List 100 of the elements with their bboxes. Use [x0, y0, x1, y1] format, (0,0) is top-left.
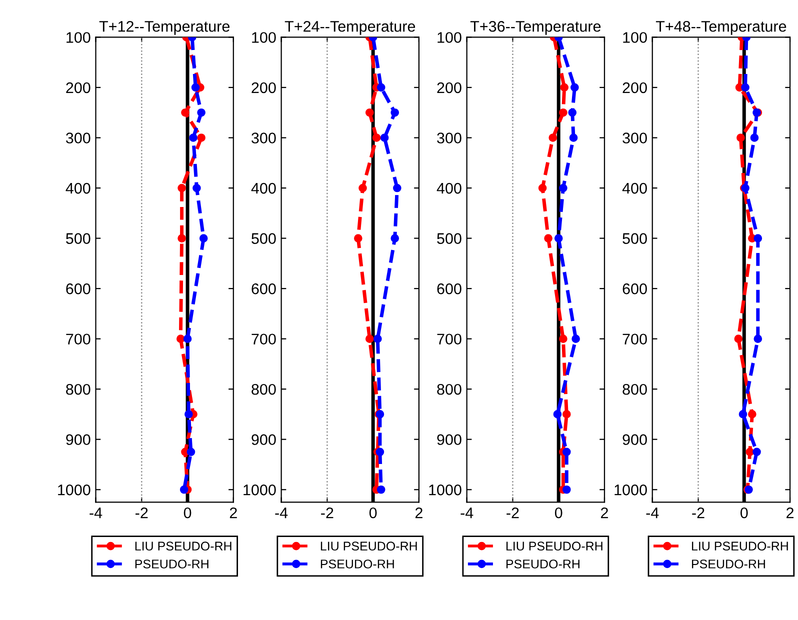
point	[197, 108, 206, 117]
x-tick-label: -2	[692, 507, 704, 518]
y-tick-label: 600	[437, 283, 462, 294]
point	[559, 334, 568, 343]
chart-title: T+48--Temperature	[656, 20, 786, 35]
y-tick-label: 100	[252, 32, 276, 43]
y-tick-label: 100	[438, 32, 462, 43]
legend-label: LIU PSEUDO-RH	[692, 542, 788, 551]
legend-label: LIU PSEUDO-RH	[135, 542, 232, 551]
y-tick-label: 1000	[429, 484, 462, 496]
y-tick-label: 900	[252, 434, 276, 446]
point	[736, 134, 745, 142]
point	[176, 334, 185, 343]
point	[559, 184, 568, 192]
y-tick-label: 900	[66, 434, 90, 446]
y-tick-label: 500	[437, 233, 462, 244]
point	[562, 410, 571, 418]
point	[553, 410, 562, 418]
point	[184, 410, 193, 418]
point	[559, 108, 568, 117]
point	[560, 83, 569, 92]
legend-label: LIU PSEUDO-RH	[506, 542, 602, 551]
y-tick-label: 500	[622, 233, 647, 244]
y-tick-label: 400	[436, 182, 462, 194]
x-tick-label: 2	[230, 507, 237, 518]
y-tick-label: 200	[66, 82, 90, 94]
point	[738, 410, 748, 418]
point	[554, 234, 563, 242]
point	[748, 410, 756, 418]
point	[538, 184, 547, 192]
point	[562, 485, 571, 494]
y-tick-label: 700	[252, 334, 276, 345]
x-tick-label: -4	[646, 508, 659, 518]
y-tick-label: 200	[437, 82, 462, 94]
y-tick-label: 300	[622, 132, 647, 144]
legend-label: LIU PSEUDO-RH	[320, 542, 417, 551]
y-tick-label: 400	[622, 182, 647, 194]
point	[741, 83, 750, 92]
point	[544, 234, 552, 242]
point	[199, 234, 208, 242]
x-tick-label: -2	[506, 507, 519, 518]
y-tick-label: 400	[251, 182, 276, 194]
y-tick-label: 1000	[614, 484, 647, 496]
y-tick-label: 100	[623, 32, 647, 43]
y-tick-label: 1000	[244, 484, 276, 496]
y-tick-label: 400	[66, 182, 90, 194]
point	[750, 134, 759, 142]
point	[192, 184, 201, 192]
y-tick-label: 300	[437, 132, 462, 144]
y-tick-label: 600	[66, 283, 90, 294]
x-tick-label: -4	[90, 508, 102, 518]
point	[373, 334, 382, 343]
point	[390, 234, 400, 242]
legend-label: PSEUDO-RH	[135, 560, 208, 568]
point	[181, 108, 190, 117]
x-tick-label: 2	[415, 507, 422, 518]
y-tick-label: 1000	[58, 484, 90, 496]
point	[376, 83, 386, 92]
point	[372, 134, 381, 142]
point	[752, 448, 761, 456]
x-tick-label: -4	[275, 508, 288, 518]
point	[569, 134, 578, 142]
legend-label: PSEUDO-RH	[506, 560, 580, 568]
point	[570, 83, 579, 92]
y-tick-label: 700	[622, 334, 647, 345]
y-tick-label: 200	[252, 82, 276, 94]
point	[189, 134, 198, 142]
x-tick-label: 0	[554, 507, 562, 518]
point	[191, 83, 200, 92]
point	[376, 485, 386, 494]
y-tick-label: 300	[66, 132, 90, 144]
chart-title: T+12--Temperature	[99, 20, 230, 35]
point	[197, 134, 206, 142]
x-tick-label: -2	[321, 507, 334, 518]
point	[392, 184, 402, 192]
x-tick-label: -2	[136, 507, 148, 518]
y-tick-label: 200	[622, 82, 647, 94]
point	[186, 448, 196, 456]
y-tick-label: 700	[66, 334, 90, 345]
chart-title: T+36--Temperature	[470, 20, 601, 35]
y-tick-label: 800	[66, 384, 90, 395]
point	[754, 234, 762, 242]
point	[390, 108, 400, 117]
y-tick-label: 500	[252, 233, 276, 244]
y-tick-label: 600	[622, 283, 647, 294]
point	[180, 485, 188, 494]
y-tick-label: 700	[437, 334, 462, 345]
chart-title: T+24--Temperature	[284, 20, 416, 35]
point	[562, 448, 571, 456]
y-tick-label: 100	[66, 32, 90, 43]
legend-label: PSEUDO-RH	[692, 560, 765, 568]
y-tick-label: 800	[437, 384, 462, 395]
point	[365, 108, 374, 117]
y-tick-label: 500	[66, 233, 90, 244]
y-tick-label: 800	[252, 384, 276, 395]
x-tick-label: 0	[184, 507, 192, 518]
point	[354, 234, 362, 242]
point	[178, 184, 186, 192]
point	[183, 334, 192, 343]
point	[746, 448, 754, 456]
